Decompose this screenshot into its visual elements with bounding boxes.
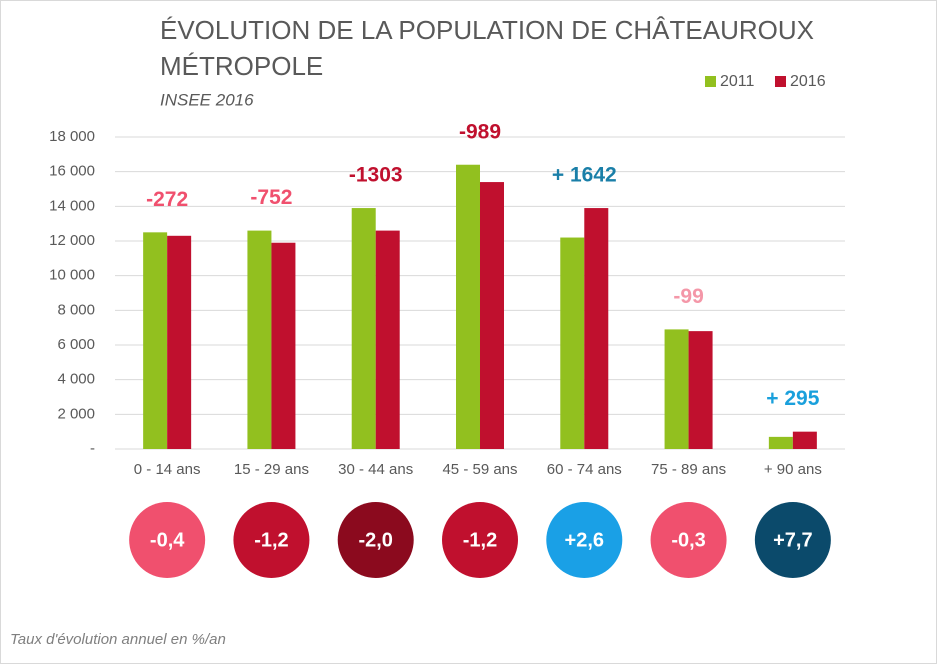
x-tick-label: 0 - 14 ans [134,461,201,478]
chart-title: MÉTROPOLE [160,51,323,81]
y-tick-label: 2 000 [57,405,95,422]
x-tick-label: 15 - 29 ans [234,461,309,478]
rate-circle [337,502,414,578]
y-tick-label: - [90,440,95,457]
bar [480,182,504,450]
bar [271,242,296,449]
bar [664,329,689,449]
difference-label: + 295 [766,387,819,410]
rate-circle [233,502,310,578]
bar [584,208,609,449]
bar [688,331,713,449]
y-tick-label: 18 000 [49,128,95,145]
y-tick-label: 16 000 [49,163,95,180]
chart-title: ÉVOLUTION DE LA POPULATION DE CHÂTEAUROU… [160,15,814,45]
x-tick-label: 45 - 59 ans [442,461,517,478]
bar [351,208,376,449]
bar [560,237,585,449]
bar [792,431,817,449]
y-tick-label: 6 000 [57,336,95,353]
rate-circle [546,502,623,578]
rate-circle [650,502,727,578]
bar [456,164,480,449]
y-tick-label: 14 000 [49,197,95,214]
difference-label: -989 [459,120,501,143]
bar [375,230,400,449]
footnote: Taux d'évolution annuel en %/an [10,631,226,648]
x-tick-label: + 90 ans [764,461,822,478]
rate-label: -2,0 [358,529,392,551]
rate-circle [754,502,831,578]
rate-label: +2,6 [565,529,604,551]
x-tick-label: 30 - 44 ans [338,461,413,478]
legend-swatch [705,76,716,87]
rate-circle [129,502,206,578]
difference-label: -1303 [349,164,403,187]
y-tick-label: 8 000 [57,301,95,318]
rate-circle [442,502,518,578]
bar [143,232,168,449]
bar [167,235,192,449]
legend-label: 2016 [790,73,826,90]
difference-label: -272 [146,188,188,211]
bar [768,436,793,449]
rate-label: -0,3 [671,529,705,551]
rate-label: -0,4 [150,529,185,551]
legend-swatch [775,76,786,87]
rate-label: -1,2 [254,529,288,551]
y-tick-label: 10 000 [49,267,95,284]
difference-label: -99 [673,285,703,308]
chart-subtitle: INSEE 2016 [160,90,254,109]
rate-label: +7,7 [773,529,812,551]
difference-label: -752 [250,186,292,209]
y-tick-label: 4 000 [57,371,95,388]
difference-label: + 1642 [552,164,617,187]
rate-label: -1,2 [463,529,497,551]
x-tick-label: 75 - 89 ans [651,461,726,478]
bar [247,230,272,449]
y-tick-label: 12 000 [49,232,95,249]
x-tick-label: 60 - 74 ans [547,461,622,478]
legend-label: 2011 [720,73,755,90]
